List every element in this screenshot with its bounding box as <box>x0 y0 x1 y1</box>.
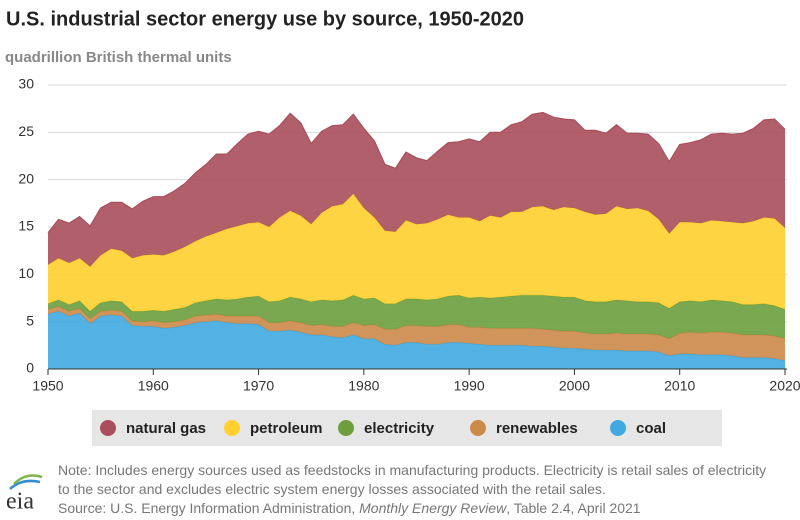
x-tick-label: 1950 <box>32 378 63 394</box>
x-tick-label: 1980 <box>348 378 379 394</box>
source-prefix: Source: U.S. Energy Information Administ… <box>58 500 360 516</box>
area <box>48 193 785 312</box>
area <box>48 112 785 267</box>
y-tick-label: 20 <box>18 170 34 186</box>
y-tick-label: 0 <box>26 360 34 376</box>
logo: eia <box>6 474 43 515</box>
legend-label: natural gas <box>126 420 206 437</box>
x-tick-label: 2010 <box>664 378 695 394</box>
legend: natural gas petroleum electricity renewable… <box>100 420 666 437</box>
y-tick-label: 5 <box>26 312 34 328</box>
x-tick-label: 2020 <box>769 378 800 394</box>
area <box>48 306 785 361</box>
legend-swatch <box>470 420 486 436</box>
y-tick-label: 10 <box>18 265 34 281</box>
legend-swatch <box>100 420 116 436</box>
legend-label: coal <box>636 420 666 437</box>
chart-subtitle: quadrillion British thermal units <box>5 49 232 66</box>
chart-title: U.S. industrial sector energy use by sou… <box>6 8 524 30</box>
legend-label: electricity <box>364 420 435 437</box>
areas <box>47 111 786 369</box>
x-tick-label: 1960 <box>138 378 169 394</box>
note-text: Note: Includes energy sources used as fe… <box>58 462 767 497</box>
y-tick-label: 15 <box>18 218 34 234</box>
x-tick-label: 1970 <box>243 378 274 394</box>
axes: 0 5 10 15 20 25 30 1950 1960 1970 1980 1990 2000 2010… <box>18 76 800 394</box>
legend-label: petroleum <box>250 420 323 437</box>
y-tick-label: 25 <box>18 123 34 139</box>
legend-swatch <box>610 420 626 436</box>
legend-swatch <box>338 420 354 436</box>
area-edge <box>47 111 786 234</box>
legend-label: renewables <box>496 420 578 437</box>
note: Note: Includes energy sources used as fe… <box>58 461 778 518</box>
x-tick-label: 1990 <box>454 378 485 394</box>
y-tick-label: 30 <box>18 76 34 92</box>
x-tick-label: 2000 <box>559 378 590 394</box>
area <box>48 311 785 369</box>
source-text: Source: U.S. Energy Information Administ… <box>58 499 778 518</box>
source-italic: Monthly Energy Review <box>359 500 507 516</box>
logo-text: eia <box>6 489 34 515</box>
area <box>48 295 785 339</box>
legend-swatch <box>224 420 240 436</box>
source-suffix: , Table 2.4, April 2021 <box>506 500 641 516</box>
